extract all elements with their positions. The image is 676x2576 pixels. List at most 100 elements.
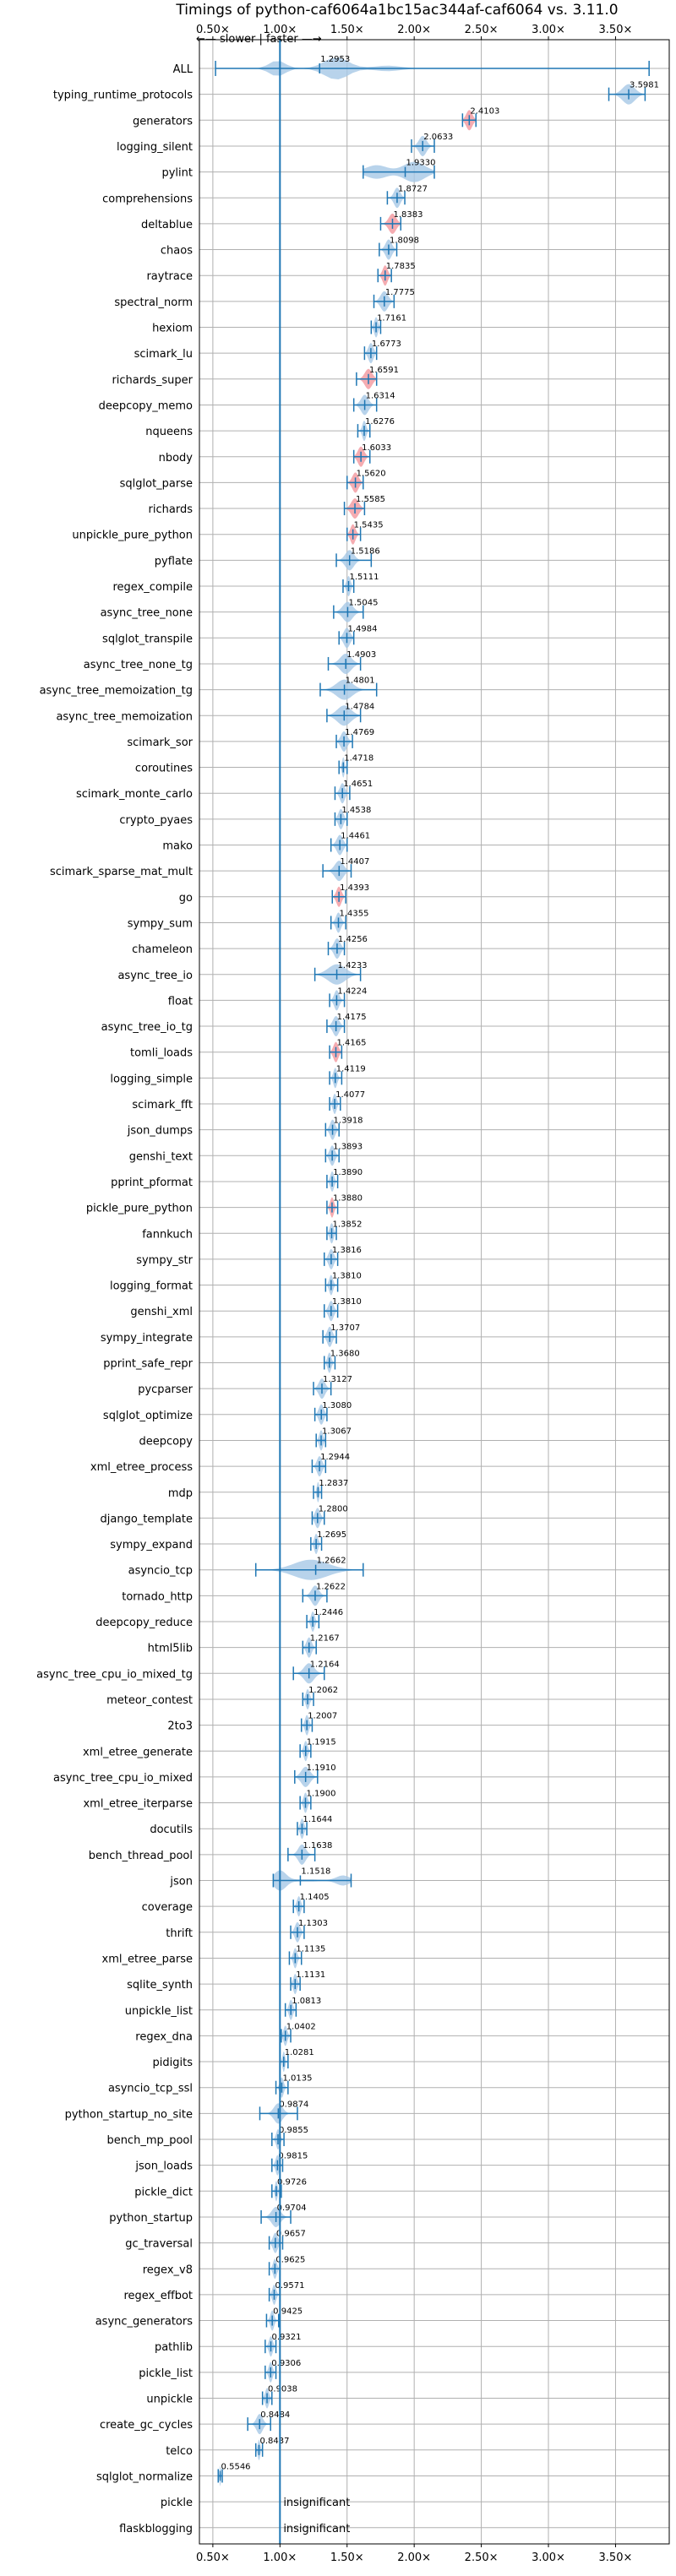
benchmark-name: json_dumps [127, 1125, 193, 1138]
benchmark-row: richards_super 1.6591 [112, 366, 669, 389]
benchmark-name: django_template [101, 1513, 193, 1525]
value-label: 1.5045 [348, 599, 378, 608]
benchmark-row: scimark_sor 1.4769 [127, 728, 669, 752]
benchmark-row: bench_mp_pool 0.9855 [106, 2126, 669, 2149]
top-tick-label: 2.50× [465, 24, 499, 36]
benchmark-name: logging_silent [117, 141, 193, 154]
benchmark-name: pprint_safe_repr [103, 1358, 193, 1371]
bottom-tick-label: 2.50× [465, 2552, 499, 2564]
benchmark-row: logging_simple 1.4119 [110, 1064, 669, 1089]
value-label: 1.1900 [306, 1790, 335, 1799]
value-label: 1.2800 [319, 1504, 348, 1514]
benchmark-name: async_tree_none_tg [84, 659, 193, 671]
value-label: 1.7775 [385, 288, 415, 297]
benchmark-row: tomli_loads 1.4165 [130, 1039, 669, 1062]
value-label: 1.4393 [340, 883, 369, 893]
value-label: 1.3067 [322, 1427, 352, 1436]
benchmark-name: xml_etree_iterparse [83, 1798, 193, 1811]
benchmark-name: docutils [150, 1823, 193, 1836]
value-label: 1.2837 [319, 1479, 348, 1488]
benchmark-row: hexiom 1.7161 [152, 314, 669, 338]
benchmark-row: html5lib 1.2167 [148, 1634, 669, 1658]
benchmark-row: pycparser 1.3127 [138, 1375, 669, 1399]
benchmark-name: pickle_dict [134, 2186, 193, 2198]
benchmark-row: thrift 1.1303 [166, 1919, 669, 1943]
value-label: 1.1638 [303, 1841, 332, 1850]
benchmark-row: spectral_norm 1.7775 [114, 288, 669, 312]
value-label: 0.9625 [275, 2255, 305, 2264]
benchmark-row: xml_etree_parse 1.1135 [102, 1944, 669, 1969]
benchmark-row: comprehensions 1.8727 [102, 184, 669, 209]
value-label: 2.0633 [423, 133, 453, 142]
benchmark-name: async_tree_none [101, 607, 193, 620]
benchmark-name: meteor_contest [106, 1694, 193, 1707]
value-label: 1.3707 [330, 1323, 360, 1333]
value-label: 1.5186 [351, 546, 380, 556]
benchmark-name: sympy_sum [128, 917, 193, 930]
benchmark-name: coroutines [135, 763, 193, 775]
benchmark-row: json_dumps 1.3918 [127, 1117, 669, 1140]
benchmark-name: create_gc_cycles [100, 2419, 193, 2432]
benchmark-name: pylint [161, 167, 193, 180]
plot-frame [199, 39, 670, 2545]
bottom-tick-label: 1.50× [330, 2552, 364, 2564]
benchmark-row: logging_format 1.3810 [110, 1272, 669, 1296]
benchmark-name: deepcopy [139, 1435, 193, 1448]
value-label: 1.5111 [350, 573, 379, 582]
benchmark-name: spectral_norm [114, 296, 193, 309]
benchmark-name: async_tree_io_tg [101, 1021, 193, 1034]
top-tick-label: 0.50× [196, 24, 230, 36]
benchmark-row: create_gc_cycles 0.8484 [100, 2410, 669, 2435]
benchmark-row: sympy_sum 1.4355 [128, 909, 669, 933]
benchmark-name: pycparser [138, 1383, 193, 1396]
benchmark-name: unpickle_pure_python [72, 530, 193, 542]
bottom-tick-label: 3.00× [532, 2552, 565, 2564]
benchmark-row: async_tree_memoization 1.4784 [56, 702, 669, 726]
benchmark-name: genshi_xml [130, 1306, 193, 1318]
benchmark-name: sqlglot_parse [120, 477, 193, 490]
value-label: 0.9038 [268, 2385, 297, 2394]
benchmark-row: regex_compile 1.5111 [112, 573, 669, 596]
benchmark-row: go 1.4393 [179, 883, 669, 907]
benchmark-name: nbody [159, 452, 194, 465]
benchmark-row: python_startup_no_site 0.9874 [65, 2100, 669, 2124]
value-label: 1.4077 [335, 1090, 365, 1100]
benchmark-name: unpickle [146, 2394, 193, 2406]
benchmark-row: tornado_http 1.2622 [122, 1582, 669, 1606]
benchmark-name: ALL [173, 63, 194, 76]
benchmark-row: async_tree_none_tg 1.4903 [84, 650, 669, 674]
benchmark-name: json [169, 1876, 193, 1889]
value-label: 1.4769 [345, 728, 374, 737]
value-label: 1.2007 [308, 1712, 337, 1721]
benchmark-name: richards [149, 503, 194, 516]
benchmark-row: nqueens 1.6276 [145, 417, 669, 442]
benchmark-row: regex_v8 0.9625 [143, 2255, 669, 2280]
benchmark-name: flaskblogging [119, 2523, 193, 2535]
value-label: 0.8484 [260, 2410, 290, 2420]
value-label: 1.1405 [300, 1893, 330, 1902]
benchmark-name: chaos [161, 245, 193, 258]
bottom-tick-label: 3.50× [599, 2552, 633, 2564]
top-tick-label: 1.00× [263, 24, 297, 36]
benchmark-row: docutils 1.1644 [150, 1815, 669, 1840]
value-label: 1.4355 [339, 909, 368, 918]
value-label: 1.7161 [377, 314, 406, 323]
benchmark-row: async_tree_io_tg 1.4175 [101, 1013, 669, 1037]
benchmark-rows: ALL 1.2953 typing_runtime_protocols 3.5981 g… [36, 55, 669, 2535]
value-label: 1.3816 [332, 1246, 362, 1255]
benchmark-row: sqlglot_transpile 1.4984 [102, 624, 669, 649]
value-label: 1.6591 [369, 366, 399, 375]
benchmark-name: async_tree_cpu_io_mixed [53, 1772, 193, 1785]
value-label: 1.4651 [343, 780, 373, 789]
benchmark-row: float 1.4224 [168, 986, 669, 1011]
top-tick-label: 3.50× [599, 24, 633, 36]
benchmark-row: unpickle 0.9038 [146, 2385, 669, 2409]
benchmark-row: pylint 1.9330 [161, 159, 669, 182]
benchmark-name: comprehensions [102, 193, 193, 205]
value-label: 1.8098 [390, 236, 419, 246]
benchmark-name: html5lib [148, 1643, 193, 1655]
benchmark-name: xml_etree_parse [102, 1953, 193, 1965]
value-label: 1.4718 [344, 754, 373, 764]
value-label: 1.4461 [341, 832, 370, 841]
value-label: 3.5981 [630, 81, 659, 90]
